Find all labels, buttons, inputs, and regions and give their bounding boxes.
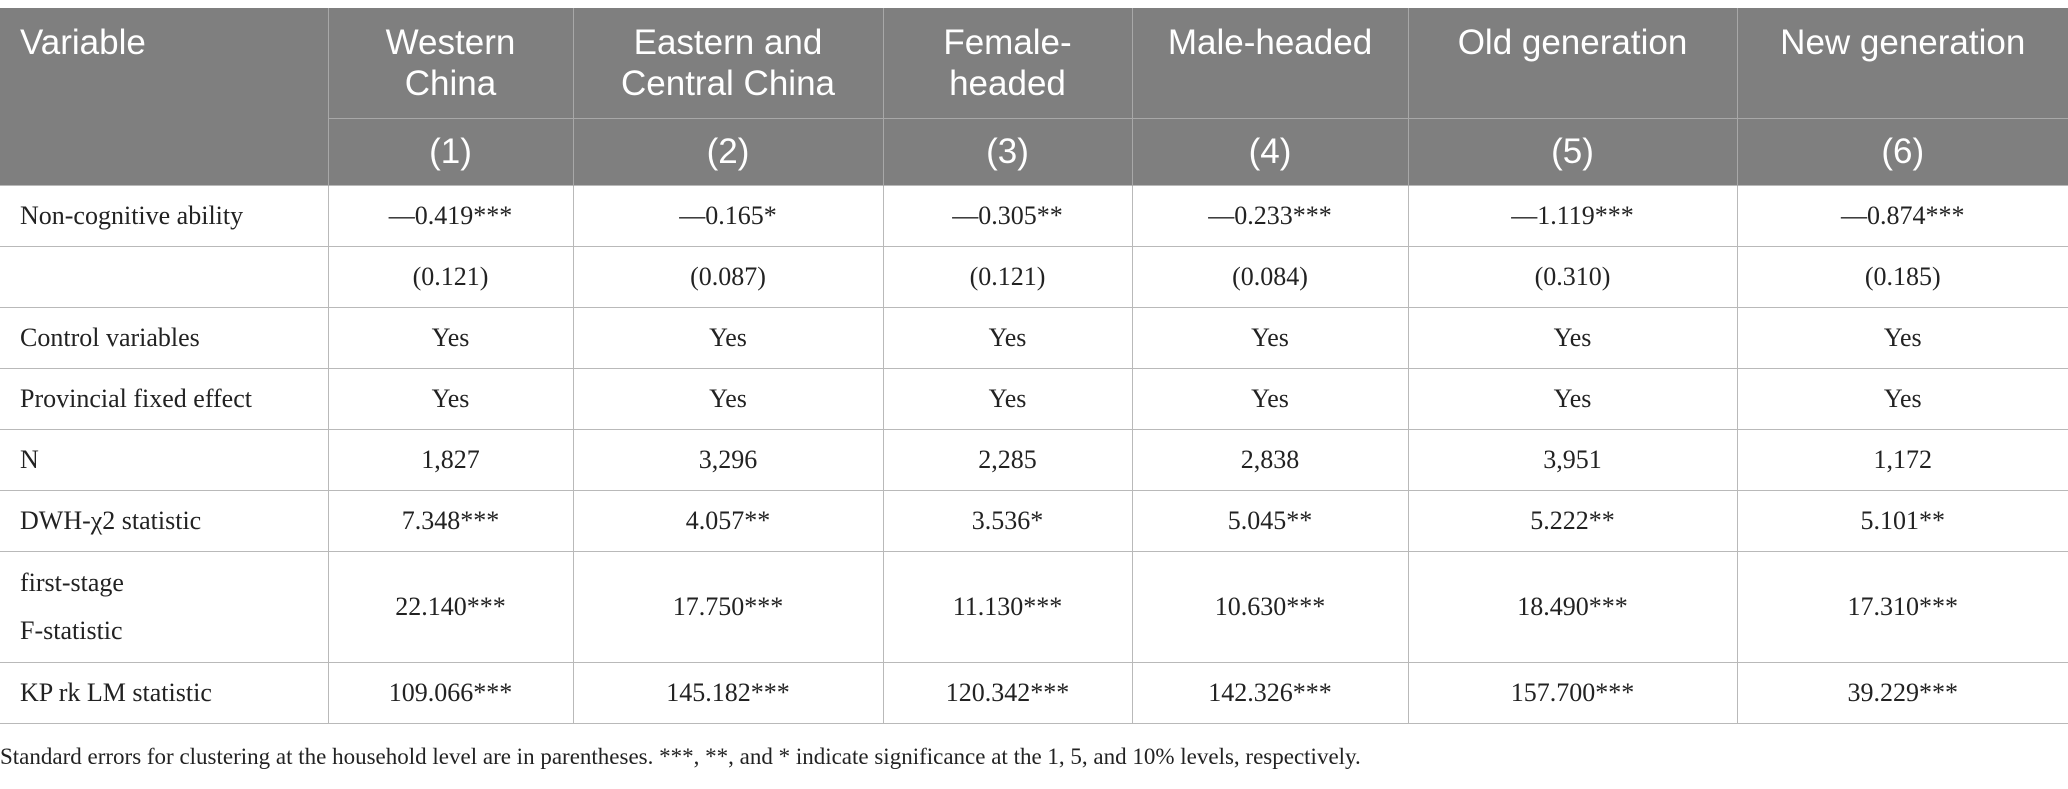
table-cell: Yes: [1407, 367, 1738, 430]
table-cell: 5.101**: [1736, 489, 2068, 552]
table-cell: —0.874***: [1736, 184, 2068, 247]
column-number-1: (1): [328, 117, 574, 185]
row-label: first-stage F-statistic: [0, 550, 329, 663]
table-cell: 11.130***: [882, 550, 1133, 663]
table-cell: 5.045**: [1131, 489, 1409, 552]
table-cell: Yes: [882, 367, 1133, 430]
table-cell: Yes: [1736, 367, 2068, 430]
table-row: N 1,827 3,296 2,285 2,838 3,951 1,172: [0, 428, 2068, 491]
table-cell: —1.119***: [1407, 184, 1738, 247]
table-row: DWH-χ2 statistic 7.348*** 4.057** 3.536* 5.0…: [0, 489, 2068, 552]
table-cell: 2,285: [882, 428, 1133, 491]
row-label: N: [0, 428, 329, 491]
results-table-container: Variable Western China Eastern and Central …: [0, 8, 2068, 724]
column-header-3: Female-headed: [883, 8, 1133, 118]
table-cell: (0.084): [1131, 245, 1409, 308]
table-cell: 109.066***: [327, 661, 574, 724]
table-row: Non-cognitive ability —0.419*** —0.165* —0.…: [0, 184, 2068, 247]
table-cell: (0.121): [327, 245, 574, 308]
table-cell: Yes: [1736, 306, 2068, 369]
variable-column-header: Variable: [0, 8, 329, 185]
table-cell: Yes: [572, 367, 884, 430]
table-cell: —0.233***: [1131, 184, 1409, 247]
table-body: Non-cognitive ability —0.419*** —0.165* —0.…: [0, 184, 2068, 724]
table-cell: 3,951: [1407, 428, 1738, 491]
table-cell: 3.536*: [882, 489, 1133, 552]
column-header-4: Male-headed: [1132, 8, 1409, 118]
table-cell: Yes: [1131, 367, 1409, 430]
row-label: Non-cognitive ability: [0, 184, 329, 247]
table-cell: 7.348***: [327, 489, 574, 552]
header-row-labels: Variable Western China Eastern and Central …: [0, 8, 2068, 185]
column-header-6: New generation: [1737, 8, 2068, 118]
table-cell: 145.182***: [572, 661, 884, 724]
table-cell: —0.305**: [882, 184, 1133, 247]
table-cell: (0.185): [1736, 245, 2068, 308]
table-cell: 142.326***: [1131, 661, 1409, 724]
table-cell: —0.419***: [327, 184, 574, 247]
table-cell: Yes: [882, 306, 1133, 369]
table-cell: 39.229***: [1736, 661, 2068, 724]
column-header-5: Old generation: [1408, 8, 1738, 118]
table-cell: 1,172: [1736, 428, 2068, 491]
table-cell: (0.310): [1407, 245, 1738, 308]
table-row: Provincial fixed effect Yes Yes Yes Yes Yes Ye…: [0, 367, 2068, 430]
table-cell: (0.121): [882, 245, 1133, 308]
table-cell: 10.630***: [1131, 550, 1409, 663]
column-number-5: (5): [1408, 117, 1738, 185]
row-label: KP rk LM statistic: [0, 661, 329, 724]
column-number-2: (2): [573, 117, 884, 185]
table-row: (0.121) (0.087) (0.121) (0.084) (0.310) (0.18…: [0, 245, 2068, 308]
header-row-numbers: (1) (2) (3) (4) (5) (6): [0, 117, 2068, 185]
row-label: Control variables: [0, 306, 329, 369]
table-footnote: Standard errors for clustering at the ho…: [0, 744, 1361, 769]
table-cell: 18.490***: [1407, 550, 1738, 663]
row-label: DWH-χ2 statistic: [0, 489, 329, 552]
table-cell: 4.057**: [572, 489, 884, 552]
column-number-3: (3): [883, 117, 1133, 185]
table-row: Control variables Yes Yes Yes Yes Yes Yes: [0, 306, 2068, 369]
table-cell: Yes: [327, 367, 574, 430]
table-cell: 1,827: [327, 428, 574, 491]
table-cell: 17.750***: [572, 550, 884, 663]
column-number-6: (6): [1737, 117, 2068, 185]
table-cell: —0.165*: [572, 184, 884, 247]
table-row: first-stage F-statistic 22.140*** 17.750***…: [0, 550, 2068, 663]
table-cell: 157.700***: [1407, 661, 1738, 724]
column-header-2: Eastern and Central China: [573, 8, 884, 118]
column-number-4: (4): [1132, 117, 1409, 185]
table-cell: Yes: [327, 306, 574, 369]
results-table: Variable Western China Eastern and Central …: [0, 8, 2068, 724]
table-cell: 3,296: [572, 428, 884, 491]
column-header-1: Western China: [328, 8, 574, 118]
table-cell: 22.140***: [327, 550, 574, 663]
row-label: Provincial fixed effect: [0, 367, 329, 430]
table-row: KP rk LM statistic 109.066*** 145.182*** 12…: [0, 661, 2068, 724]
table-header: Variable Western China Eastern and Central …: [0, 8, 2068, 185]
table-cell: 17.310***: [1736, 550, 2068, 663]
table-cell: 120.342***: [882, 661, 1133, 724]
row-label: [0, 245, 329, 308]
table-cell: 5.222**: [1407, 489, 1738, 552]
table-cell: Yes: [572, 306, 884, 369]
table-cell: (0.087): [572, 245, 884, 308]
table-cell: 2,838: [1131, 428, 1409, 491]
table-cell: Yes: [1407, 306, 1738, 369]
table-cell: Yes: [1131, 306, 1409, 369]
